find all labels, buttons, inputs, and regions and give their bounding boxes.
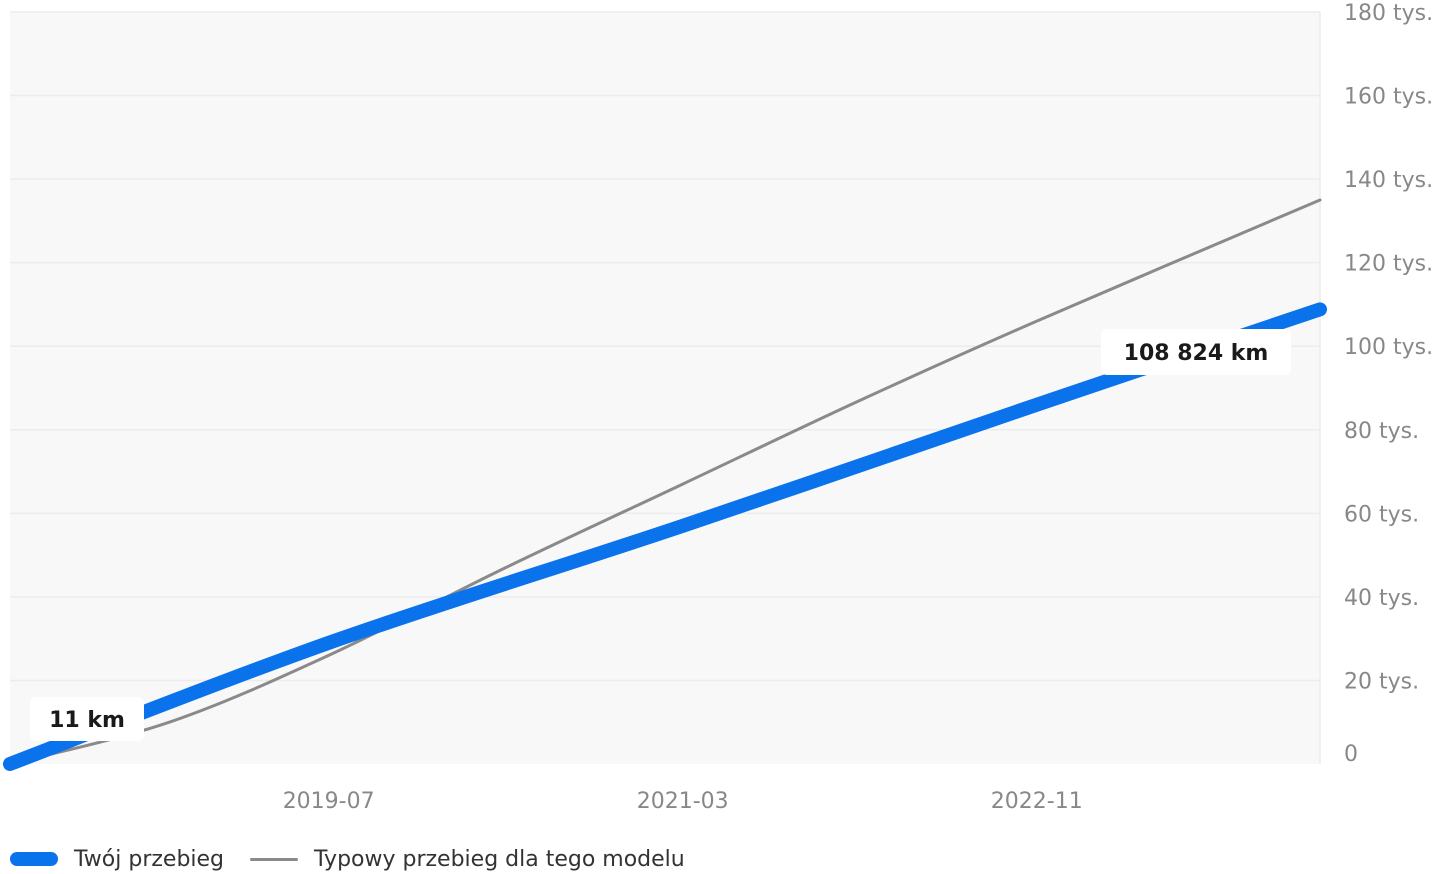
x-tick-label: 2021-03: [637, 789, 729, 814]
annotations: 11 km 108 824 km: [30, 329, 1291, 741]
data-label-text: 108 824 km: [1124, 341, 1269, 366]
legend-label-your-mileage: Twój przebieg: [74, 846, 225, 872]
legend-swatch-typical-mileage: [250, 857, 299, 861]
y-tick-label: 80 tys.: [1344, 419, 1419, 444]
x-tick-label: 2022-11: [991, 789, 1083, 814]
y-tick-label: 20 tys.: [1344, 669, 1419, 694]
data-label-box: [1101, 329, 1291, 375]
legend-item-typical-mileage[interactable]: Typowy przebieg dla tego modelu: [250, 847, 685, 872]
y-tick-label: 60 tys.: [1344, 502, 1419, 527]
y-tick-label: 160 tys.: [1344, 85, 1433, 110]
legend-label-typical-mileage: Typowy przebieg dla tego modelu: [314, 846, 685, 872]
data-label-text: 11 km: [49, 708, 125, 733]
grid-lines: [10, 11, 1320, 682]
data-label: 108 824 km: [1101, 329, 1291, 375]
y-tick-label: 180 tys.: [1344, 1, 1433, 26]
y-tick-label: 140 tys.: [1344, 168, 1433, 193]
y-tick-label: 0: [1344, 742, 1358, 767]
legend: Twój przebieg Typowy przebieg dla tego m…: [10, 844, 711, 874]
y-axis: 0 20 tys. 40 tys. 60 tys. 80 tys. 100 tys. 120…: [1319, 1, 1433, 767]
legend-swatch-your-mileage: [10, 852, 58, 866]
x-tick-label: 2019-07: [283, 789, 375, 814]
series-line-typical-mileage: [8, 198, 1322, 766]
legend-item-your-mileage[interactable]: Twój przebieg: [10, 847, 224, 872]
y-tick-label: 120 tys.: [1344, 252, 1433, 277]
data-label-box: [30, 697, 144, 741]
x-axis: 2019-07 2021-03 2022-11: [283, 789, 1083, 814]
y-tick-label: 100 tys.: [1344, 335, 1433, 360]
y-tick-label: 40 tys.: [1344, 586, 1419, 611]
plot-background: [10, 12, 1320, 764]
data-label: 11 km: [30, 697, 144, 741]
